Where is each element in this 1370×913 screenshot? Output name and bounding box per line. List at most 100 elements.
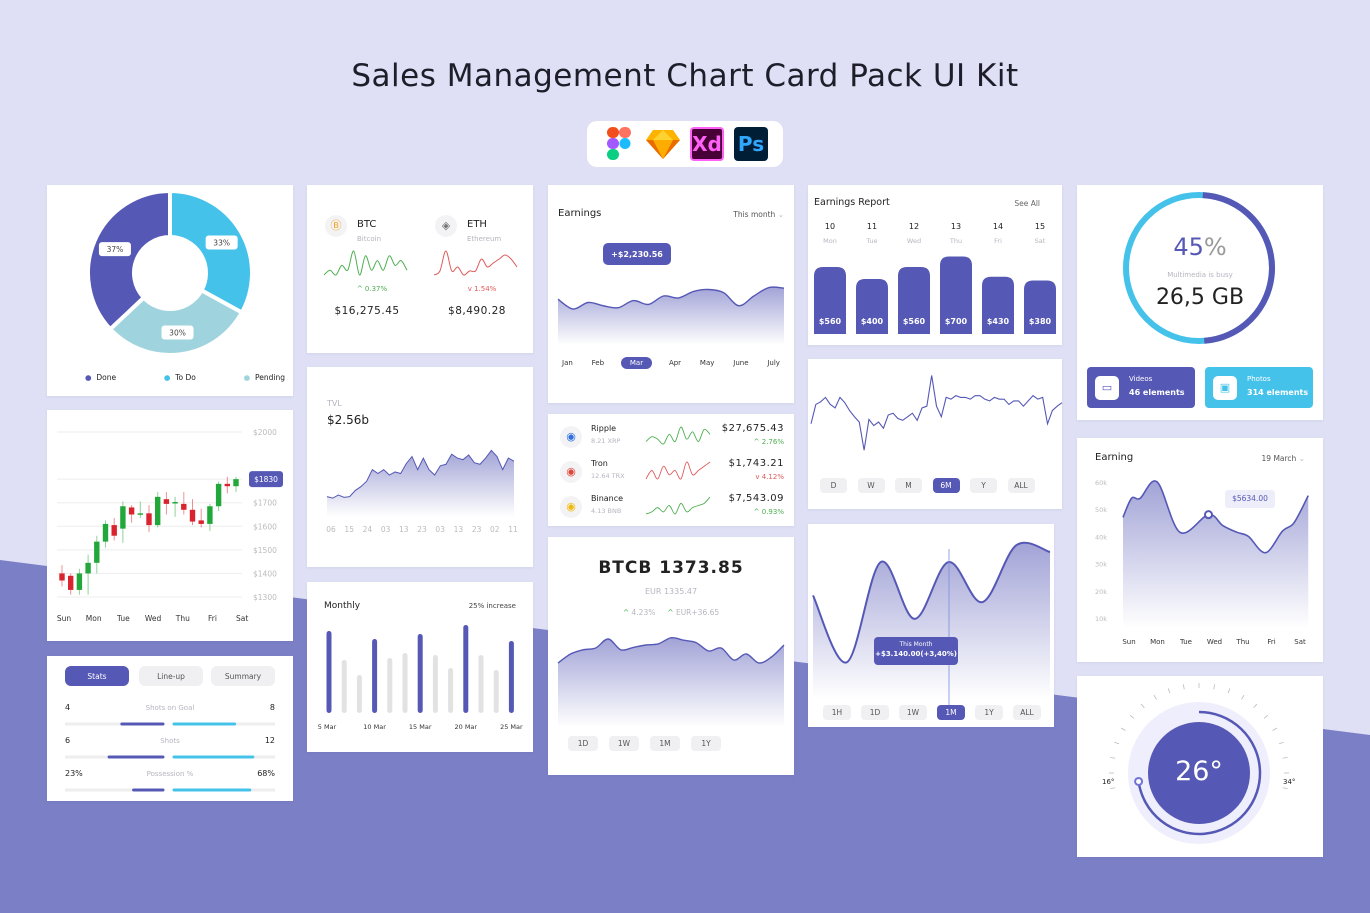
- dial-tick: [1282, 756, 1288, 759]
- range-1y-button[interactable]: 1Y: [975, 705, 1003, 720]
- thermostat-dial[interactable]: [1077, 676, 1323, 857]
- earnings-report-card: Earnings Report See All $560 $400 $560 $700…: [808, 185, 1062, 345]
- slice-label-box: [205, 235, 238, 250]
- earning-area-chart: 60k 50k 40k 30k 20k 10k Sun Mon Tue Wed Thu Fri Sat: [1095, 479, 1309, 646]
- tvl-label: TVL: [327, 399, 342, 408]
- report-bar: [814, 267, 846, 334]
- donut-slice-done: [86, 188, 172, 332]
- range-1y-button[interactable]: 1Y: [691, 736, 721, 751]
- tvl-area-line: [326, 449, 515, 499]
- stat-left-value: 4: [65, 703, 71, 712]
- coin-change: v 1.54%: [437, 285, 527, 293]
- stat-left-value: 23%: [65, 769, 83, 778]
- dial-tick: [1263, 714, 1269, 719]
- candle-body: [233, 479, 239, 487]
- x-tick: Sun: [57, 614, 72, 623]
- x-tick: Fri: [208, 614, 217, 623]
- range-6m-button[interactable]: 6M: [932, 478, 960, 493]
- y-tick: 30k: [1095, 561, 1107, 569]
- month-july[interactable]: July: [767, 359, 780, 367]
- month-may[interactable]: May: [699, 359, 715, 367]
- range-1d-button[interactable]: 1D: [861, 705, 889, 720]
- monthly-note: 25% increase: [468, 602, 516, 610]
- bar: [372, 639, 378, 713]
- candle-body: [102, 523, 109, 542]
- range-1m-button[interactable]: 1M: [937, 705, 965, 720]
- min-temp: 16°: [1102, 778, 1115, 786]
- range-m-button[interactable]: M: [895, 478, 922, 493]
- month-apr[interactable]: Apr: [668, 359, 682, 367]
- earning-area-line: [1122, 480, 1309, 554]
- candle-body: [94, 541, 100, 563]
- date-dropdown[interactable]: 19 March ⌄: [1262, 454, 1305, 463]
- range-w-button[interactable]: W: [857, 478, 885, 493]
- candle-body: [137, 513, 143, 515]
- legend-done: ● Done: [85, 373, 117, 382]
- wave-area-chart: [812, 541, 1051, 714]
- day-name: Mon: [823, 237, 837, 245]
- dial-tick: [1227, 688, 1231, 694]
- range-1w-button[interactable]: 1W: [899, 705, 927, 720]
- bar: [478, 655, 484, 713]
- monthly-card: Monthly 25% increase 5 Mar 10 Mar 15 Mar 20…: [307, 582, 533, 752]
- earnings-title: Earnings: [558, 208, 602, 219]
- range-y-button[interactable]: Y: [970, 478, 997, 493]
- max-temp: 34°: [1283, 778, 1296, 786]
- candlestick-chart: $2000 $1830 $1700 $1600 $1500 $1400 $1300 Sun Mo…: [57, 428, 283, 623]
- range-1w-button[interactable]: 1W: [609, 736, 639, 751]
- monthly-bar-chart: 5 Mar 10 Mar 15 Mar 20 Mar 25 Mar: [318, 625, 523, 731]
- btcb-changes: ^ 4.23% ^ EUR+36.65: [548, 608, 794, 617]
- month-mar[interactable]: Mar: [620, 357, 653, 369]
- wave-1m-card: This Month +$3.140.00(+3,40%) 1H 1D 1W 1M 1Y…: [808, 524, 1054, 727]
- up-arrow-icon: ^: [356, 285, 365, 293]
- percent-sign: %: [1203, 233, 1227, 261]
- bar: [402, 653, 408, 713]
- sparkline: [323, 250, 408, 276]
- dial-tick: [1278, 741, 1284, 745]
- sparkline: [433, 250, 518, 276]
- stat-label: Shots on Goal: [145, 704, 195, 712]
- month-jan[interactable]: Jan: [562, 359, 573, 367]
- bar: [326, 631, 332, 713]
- tab-stats[interactable]: Stats: [65, 666, 129, 686]
- dial-tick: [1120, 727, 1126, 731]
- sparkline: [645, 496, 711, 515]
- range-1m-button[interactable]: 1M: [650, 736, 680, 751]
- candlestick-card: $2000 $1830 $1700 $1600 $1500 $1400 $1300 Sun Mo…: [47, 410, 293, 641]
- y-tick: $1600: [253, 522, 277, 531]
- period-dropdown[interactable]: This month ⌄: [733, 210, 784, 219]
- see-all-link[interactable]: See All: [1014, 199, 1040, 208]
- tab-summary[interactable]: Summary: [211, 666, 275, 686]
- range-all-button[interactable]: ALL: [1013, 705, 1041, 720]
- dial-tick: [1182, 684, 1185, 690]
- storage-ring: [1123, 192, 1275, 344]
- videos-label: Videos: [1129, 375, 1153, 383]
- range-1d-button[interactable]: 1D: [568, 736, 598, 751]
- dial-tick: [1167, 688, 1171, 694]
- storage-caption: Multimedia is busy: [1167, 271, 1233, 279]
- month-feb[interactable]: Feb: [591, 359, 605, 367]
- crypto-change: v 4.12%: [755, 473, 784, 481]
- bar: [508, 641, 514, 713]
- donut-card: 33% 30% 37% ● Done ● To Do ● Pending: [47, 185, 293, 396]
- photos-button[interactable]: ▣ Photos 314 elements: [1205, 367, 1313, 408]
- dial-tick: [1253, 703, 1258, 709]
- range-all-button[interactable]: ALL: [1007, 478, 1035, 493]
- candle-body: [181, 503, 187, 510]
- range-1h-button[interactable]: 1H: [823, 705, 851, 720]
- videos-button[interactable]: ▭ Videos 46 elements: [1087, 367, 1195, 408]
- coin-symbol: ETH: [467, 219, 487, 230]
- dial-knob[interactable]: [1134, 776, 1144, 786]
- temperature-arc: [1137, 710, 1262, 836]
- report-bar: [1024, 280, 1056, 334]
- day-name: Wed: [906, 237, 922, 245]
- range-d-button[interactable]: D: [820, 478, 847, 493]
- y-tick: 10k: [1095, 615, 1107, 623]
- photos-count: 314 elements: [1247, 388, 1309, 397]
- month-june[interactable]: June: [733, 359, 749, 367]
- coin-price: $16,275.45: [334, 305, 400, 317]
- slice-label-box: [98, 242, 131, 257]
- bar: [417, 634, 423, 713]
- tab-line-up[interactable]: Line-up: [139, 666, 203, 686]
- down-arrow-icon: v: [755, 473, 762, 481]
